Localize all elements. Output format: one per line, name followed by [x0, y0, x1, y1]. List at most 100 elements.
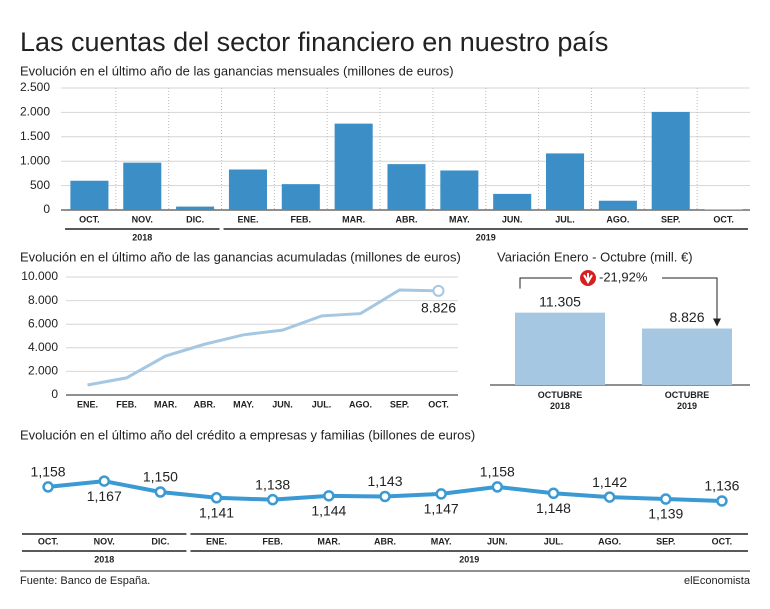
point	[603, 491, 616, 503]
value-label: 1,142	[592, 474, 627, 490]
bar	[515, 312, 605, 385]
x-tick-label: JUN.	[272, 399, 293, 409]
x-tick-label: OCT.	[712, 536, 733, 546]
bar	[176, 206, 215, 210]
x-tick-label: OCT.	[713, 214, 734, 224]
value-label: 8.826	[421, 300, 456, 316]
value-label: 11.305	[539, 293, 581, 309]
x-tick-label: JUL.	[544, 536, 564, 546]
value-label: 1,144	[311, 503, 346, 519]
x-tick-label: JUL.	[555, 214, 575, 224]
x-tick-label: FEB.	[262, 536, 283, 546]
x-tick-label: MAY.	[233, 399, 254, 409]
point	[379, 490, 391, 503]
y-tick-label: 2.000	[20, 105, 50, 119]
x-tick-label: OCT.	[79, 214, 100, 224]
value-label: 1,138	[255, 476, 290, 492]
x-tick-label: OCT.	[38, 536, 59, 546]
value-label: 1,141	[199, 504, 234, 520]
x-tick-label: MAR.	[342, 214, 365, 224]
y-tick-label: 1.000	[20, 153, 50, 167]
value-label: 1,136	[704, 478, 739, 494]
group-label: 2018	[94, 554, 114, 564]
y-tick-label: 8.000	[28, 293, 58, 307]
x-tick-label: JUL.	[312, 399, 332, 409]
chart-title: Evolución en el último año de las gananc…	[20, 63, 454, 78]
bar	[281, 184, 320, 210]
value-label: 1,167	[87, 488, 122, 504]
x-tick-label: ENE.	[206, 536, 227, 546]
x-tick-label: SEP.	[656, 536, 675, 546]
y-tick-label: 1.500	[20, 129, 50, 143]
bar	[334, 123, 373, 210]
point	[323, 490, 335, 502]
x-tick-label: FEB.	[116, 399, 137, 409]
main-title: Las cuentas del sector financiero en nue…	[20, 27, 608, 57]
annotation-bg	[572, 268, 662, 288]
x-tick-label: SEP.	[661, 214, 680, 224]
value-label: 8.826	[669, 309, 704, 325]
point	[491, 481, 504, 493]
value-label: 1,147	[424, 501, 459, 517]
x-tick-label: NOV.	[132, 214, 153, 224]
x-tick-label: JUN.	[487, 536, 508, 546]
point	[660, 493, 672, 505]
bar	[493, 193, 532, 210]
x-tick-label: ABR.	[396, 214, 418, 224]
bar	[642, 328, 732, 385]
bar	[123, 162, 162, 210]
bar	[70, 180, 109, 210]
bar	[598, 200, 637, 210]
x-tick-label: ENE.	[77, 399, 98, 409]
point	[547, 487, 560, 500]
point	[435, 488, 447, 500]
point	[716, 495, 728, 507]
y-tick-label: 6.000	[28, 316, 58, 330]
group-label: 2019	[459, 554, 479, 564]
x-tick-label: ENE.	[237, 214, 258, 224]
value-label: 1,158	[31, 464, 66, 480]
y-tick-label: 2.000	[28, 364, 58, 378]
chart-title: Evolución en el último año de las gananc…	[20, 249, 461, 264]
x-tick-label: NOV.	[94, 536, 115, 546]
brand: elEconomista	[684, 575, 751, 587]
source: Fuente: Banco de España.	[20, 575, 150, 587]
x-tick-label: AGO.	[598, 536, 621, 546]
x-tick-label: SEP.	[390, 399, 409, 409]
x-tick-label: MAR.	[317, 536, 340, 546]
bar	[440, 170, 479, 210]
y-tick-label: 4.000	[28, 340, 58, 354]
line	[87, 288, 439, 387]
x-tick-label: MAY.	[431, 536, 452, 546]
y-tick-label: 500	[30, 178, 50, 192]
value-label: 1,139	[648, 506, 683, 522]
point	[266, 493, 279, 506]
x-tick-label: JUN.	[502, 214, 523, 224]
x-tick-label: MAY.	[449, 214, 470, 224]
point	[432, 284, 445, 297]
group-label: 2018	[132, 232, 152, 242]
chart-title: Evolución en el último año del crédito a…	[20, 427, 475, 442]
y-tick-label: 2.500	[20, 80, 50, 94]
down-arrow	[583, 273, 593, 285]
x-tick-label: FEB.	[291, 214, 312, 224]
chart-title: Variación Enero - Octubre (mill. €)	[497, 249, 693, 264]
point	[154, 486, 167, 498]
value-label: 1,150	[143, 469, 178, 485]
bar	[546, 153, 585, 210]
x-tick-label: ABR.	[194, 399, 216, 409]
x-tick-label: ABR.	[374, 536, 396, 546]
y-tick-label: 0	[51, 387, 58, 401]
x-tick-label: OCT.	[428, 399, 449, 409]
annotation: -21,92%	[599, 269, 648, 284]
bar	[651, 111, 690, 210]
x-tick-label: AGO.	[349, 399, 372, 409]
x-tick-label: MAR.	[154, 399, 177, 409]
value-label: 1,143	[367, 473, 402, 489]
y-tick-label: 0	[43, 202, 50, 216]
value-label: 1,148	[536, 500, 571, 516]
bar	[228, 169, 267, 210]
arrow-head	[713, 318, 721, 327]
